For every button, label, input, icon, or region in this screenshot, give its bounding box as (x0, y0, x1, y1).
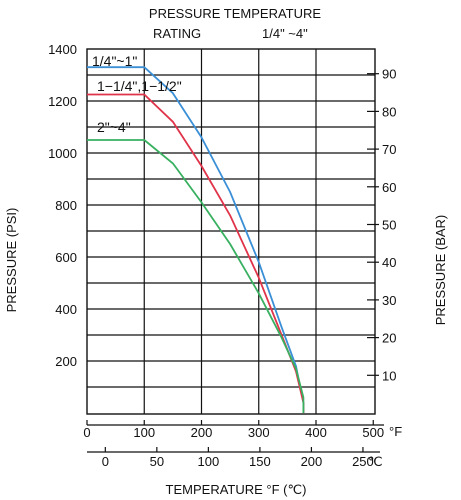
x-tick-label-c: 100 (198, 454, 220, 469)
y-tick-label-right: 30 (382, 293, 396, 308)
x-tick-label-f: 0 (83, 425, 90, 440)
y-tick-label-left: 200 (55, 354, 77, 369)
y-tick-label-right: 20 (382, 331, 396, 346)
y-tick-label-right: 40 (382, 255, 396, 270)
series-label-one-quarter-to-one-half: 1−1/4",1−1/2" (97, 78, 182, 94)
series-labels: 1/4"~1" 1−1/4",1−1/2" 2"~4" (92, 53, 182, 135)
y-tick-label-left: 1400 (48, 42, 77, 57)
x-tick-label-c: 200 (301, 454, 323, 469)
y-tick-label-right: 80 (382, 104, 396, 119)
y-tick-label-right: 70 (382, 142, 396, 157)
x-tick-label-c: 250 (352, 454, 374, 469)
series-label-two-to-four: 2"~4" (97, 119, 131, 135)
series-line-two-to-four (87, 139, 305, 413)
y-tick-label-right: 90 (382, 67, 396, 82)
x-tick-label-f: 100 (133, 425, 155, 440)
chart-subtitle-left: RATING (153, 26, 201, 41)
series-line-one-quarter-to-one-half (87, 93, 305, 413)
y-tick-label-left: 1200 (48, 94, 77, 109)
x-tick-label-c: 0 (102, 454, 109, 469)
x-tick-label-f: 300 (248, 425, 270, 440)
y-axis-label-right: PRESSURE (BAR) (433, 215, 448, 326)
y-tick-label-right: 60 (382, 180, 396, 195)
x-tick-label-c: 50 (150, 454, 164, 469)
y-tick-label-right: 10 (382, 368, 396, 383)
chart-title: PRESSURE TEMPERATURE (149, 6, 321, 21)
y-axis-label-left: PRESSURE (PSI) (4, 208, 19, 313)
x-axis-label: TEMPERATURE °F (℃) (166, 482, 307, 497)
y-tick-label-left: 1000 (48, 146, 77, 161)
series-lines (87, 66, 305, 413)
y-tick-label-left: 400 (55, 302, 77, 317)
y-tick-label-left: 600 (55, 250, 77, 265)
y-tick-label-left: 800 (55, 198, 77, 213)
y-tick-label-right: 50 (382, 218, 396, 233)
x-unit-c: ℃ (368, 454, 383, 469)
x-tick-label-f: 500 (362, 425, 384, 440)
x-unit-f: °F (389, 424, 402, 439)
x-tick-label-c: 150 (249, 454, 271, 469)
grid (86, 48, 376, 415)
x-tick-label-f: 200 (191, 425, 213, 440)
tick-labels: 1400120010008006004002009080706050403020… (48, 42, 396, 469)
x-tick-label-f: 400 (305, 425, 327, 440)
series-label-quarter-to-one: 1/4"~1" (92, 53, 137, 69)
chart-subtitle-right: 1/4" ~4" (262, 26, 308, 41)
